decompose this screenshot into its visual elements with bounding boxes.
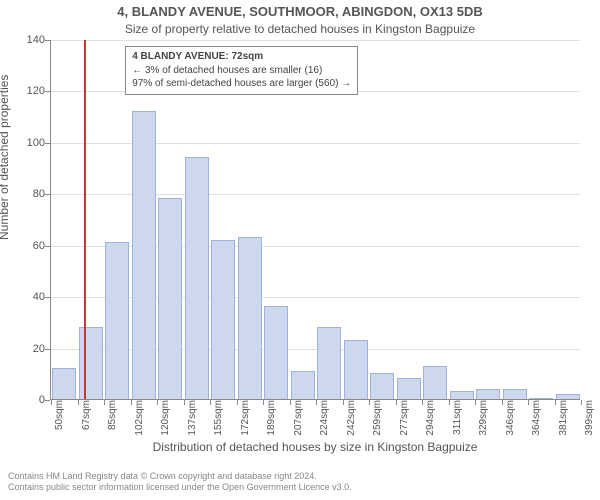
x-tick bbox=[131, 400, 132, 405]
x-tick-label: 364sqm bbox=[531, 400, 542, 436]
bar bbox=[503, 389, 527, 399]
info-line3: 97% of semi-detached houses are larger (… bbox=[132, 77, 351, 91]
y-tick bbox=[45, 246, 50, 247]
y-tick-label: 0 bbox=[17, 394, 45, 406]
chart-plot-area: 02040608010012014050sqm67sqm85sqm102sqm1… bbox=[50, 40, 580, 400]
footer-line1: Contains HM Land Registry data © Crown c… bbox=[8, 471, 352, 483]
x-tick-label: 381sqm bbox=[558, 400, 569, 436]
x-tick-label: 224sqm bbox=[319, 400, 330, 436]
x-tick bbox=[555, 400, 556, 405]
gridline bbox=[51, 143, 580, 144]
y-axis-label: Number of detached properties bbox=[0, 75, 11, 240]
bar bbox=[370, 373, 394, 399]
x-tick bbox=[104, 400, 105, 405]
bar bbox=[79, 327, 103, 399]
footer-line2: Contains public sector information licen… bbox=[8, 482, 352, 494]
x-tick-label: 67sqm bbox=[81, 400, 92, 430]
x-tick-label: 294sqm bbox=[425, 400, 436, 436]
x-axis-label: Distribution of detached houses by size … bbox=[50, 440, 580, 454]
info-line2: ← 3% of detached houses are smaller (16) bbox=[132, 64, 351, 78]
x-tick-label: 189sqm bbox=[266, 400, 277, 436]
gridline bbox=[51, 40, 580, 41]
gridline bbox=[51, 194, 580, 195]
bar bbox=[105, 242, 129, 399]
gridline bbox=[51, 297, 580, 298]
x-tick-label: 259sqm bbox=[372, 400, 383, 436]
x-tick-label: 277sqm bbox=[399, 400, 410, 436]
bar bbox=[450, 391, 474, 399]
x-tick bbox=[422, 400, 423, 405]
x-tick bbox=[290, 400, 291, 405]
x-tick bbox=[343, 400, 344, 405]
chart-title: 4, BLANDY AVENUE, SOUTHMOOR, ABINGDON, O… bbox=[0, 4, 600, 19]
y-tick bbox=[45, 349, 50, 350]
x-tick-label: 346sqm bbox=[505, 400, 516, 436]
bar bbox=[158, 198, 182, 399]
bar bbox=[185, 157, 209, 399]
x-tick bbox=[78, 400, 79, 405]
gridline bbox=[51, 349, 580, 350]
x-tick-label: 329sqm bbox=[478, 400, 489, 436]
gridline bbox=[51, 246, 580, 247]
bar bbox=[317, 327, 341, 399]
property-info-box: 4 BLANDY AVENUE: 72sqm← 3% of detached h… bbox=[125, 46, 358, 95]
x-tick bbox=[369, 400, 370, 405]
bar bbox=[529, 398, 553, 399]
y-tick bbox=[45, 297, 50, 298]
x-tick-label: 50sqm bbox=[54, 400, 65, 430]
x-tick bbox=[157, 400, 158, 405]
x-tick bbox=[263, 400, 264, 405]
y-tick-label: 60 bbox=[17, 240, 45, 252]
bar bbox=[211, 240, 235, 399]
x-tick bbox=[475, 400, 476, 405]
bar bbox=[556, 394, 580, 399]
x-tick bbox=[51, 400, 52, 405]
y-tick bbox=[45, 143, 50, 144]
x-tick bbox=[184, 400, 185, 405]
y-tick-label: 140 bbox=[17, 34, 45, 46]
x-tick-label: 172sqm bbox=[240, 400, 251, 436]
x-tick-label: 155sqm bbox=[213, 400, 224, 436]
x-tick-label: 102sqm bbox=[134, 400, 145, 436]
bar bbox=[397, 378, 421, 399]
x-tick bbox=[502, 400, 503, 405]
x-tick bbox=[581, 400, 582, 405]
y-tick bbox=[45, 194, 50, 195]
y-tick bbox=[45, 91, 50, 92]
y-tick bbox=[45, 40, 50, 41]
y-tick-label: 40 bbox=[17, 291, 45, 303]
bar bbox=[291, 371, 315, 399]
y-tick-label: 80 bbox=[17, 188, 45, 200]
x-tick bbox=[396, 400, 397, 405]
x-tick bbox=[528, 400, 529, 405]
x-tick-label: 399sqm bbox=[584, 400, 595, 436]
x-tick-label: 85sqm bbox=[107, 400, 118, 430]
y-tick-label: 120 bbox=[17, 85, 45, 97]
bar bbox=[52, 368, 76, 399]
bar bbox=[423, 366, 447, 399]
bar bbox=[238, 237, 262, 399]
bar bbox=[476, 389, 500, 399]
bar bbox=[344, 340, 368, 399]
y-tick-label: 100 bbox=[17, 137, 45, 149]
x-tick-label: 311sqm bbox=[452, 400, 463, 435]
x-tick-label: 242sqm bbox=[346, 400, 357, 436]
bar bbox=[132, 111, 156, 399]
y-tick bbox=[45, 400, 50, 401]
footer-attribution: Contains HM Land Registry data © Crown c… bbox=[8, 471, 352, 494]
x-tick-label: 207sqm bbox=[293, 400, 304, 436]
x-tick bbox=[210, 400, 211, 405]
x-tick bbox=[316, 400, 317, 405]
x-tick bbox=[449, 400, 450, 405]
bar bbox=[264, 306, 288, 399]
x-tick-label: 120sqm bbox=[160, 400, 171, 436]
property-marker-line bbox=[84, 40, 86, 399]
info-line1: 4 BLANDY AVENUE: 72sqm bbox=[132, 50, 351, 64]
chart-subtitle: Size of property relative to detached ho… bbox=[0, 22, 600, 36]
x-tick-label: 137sqm bbox=[187, 400, 198, 436]
x-tick bbox=[237, 400, 238, 405]
y-tick-label: 20 bbox=[17, 343, 45, 355]
